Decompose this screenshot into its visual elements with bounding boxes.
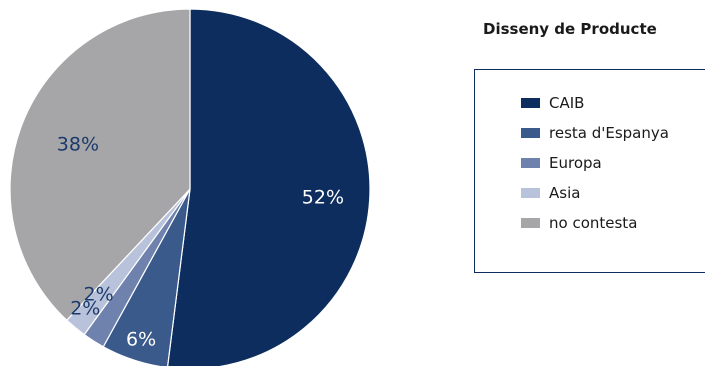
pie-data-labels: 52% 6% 2%2% 38% [57,134,344,351]
legend-swatch [521,188,540,198]
legend-item-europa: Europa [521,152,602,174]
legend-swatch [521,128,540,138]
legend-item-asia: Asia [521,182,580,204]
legend: CAIB resta d'Espanya Europa Asia no contesta [474,69,705,273]
legend-label: Europa [549,154,602,172]
legend-label: no contesta [549,214,638,232]
pie-slice-no-contesta [9,8,191,322]
pie-label-caib: 52% [302,186,344,208]
legend-label: CAIB [549,94,585,112]
legend-swatch [521,98,540,108]
pie-label-asia: 2% [70,297,100,319]
pie-slices [9,8,371,366]
legend-swatch [521,218,540,228]
pie-label-no-contesta: 38% [57,134,99,156]
legend-item-caib: CAIB [521,92,584,114]
pie-label-resta-d-espanya: 6% [126,329,156,351]
legend-label: resta d'Espanya [549,124,669,142]
pie-slice-caib [167,8,371,366]
legend-item-resta-d-espanya: resta d'Espanya [521,122,669,144]
legend-item-no-contesta: no contesta [521,212,637,234]
legend-swatch [521,158,540,168]
pie-label-europa: 2% [84,283,114,305]
chart-title: Disseny de Producte [483,20,657,38]
legend-label: Asia [549,184,581,202]
